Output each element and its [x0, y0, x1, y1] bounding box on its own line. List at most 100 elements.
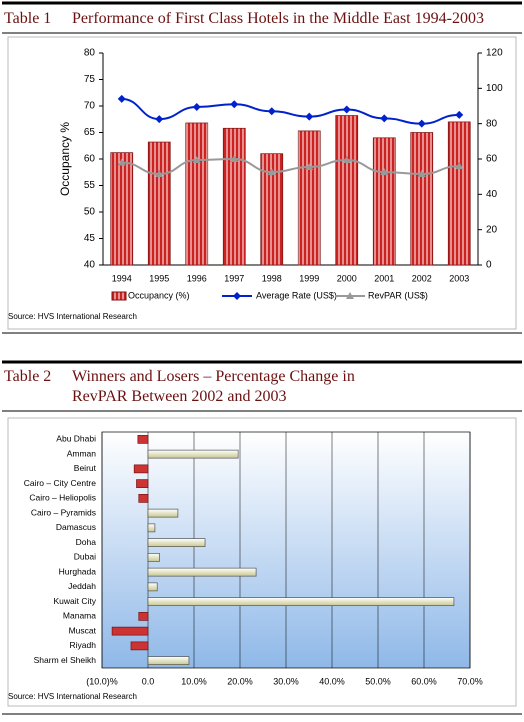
category-label: Beirut — [74, 463, 97, 473]
marker — [305, 162, 314, 170]
marker — [380, 114, 389, 123]
y-tick-label: 45 — [84, 233, 96, 244]
table-header: Table 2 Winners and Losers – Percentage C… — [4, 367, 402, 407]
marker — [455, 162, 464, 170]
marker — [342, 105, 351, 114]
marker — [417, 119, 426, 128]
category-label: Riyadh — [70, 640, 97, 650]
x-tick-label: (10.0)% — [86, 676, 118, 686]
bar — [147, 582, 158, 592]
bar — [147, 656, 190, 665]
marker — [192, 156, 201, 164]
legend-label: Occupancy (%) — [128, 290, 190, 300]
bar — [372, 137, 396, 266]
bar — [137, 435, 149, 444]
y-tick-label: 80 — [84, 48, 96, 59]
y2-tick-label: 0 — [486, 260, 492, 271]
bar — [335, 115, 359, 266]
category-label: Doha — [76, 537, 97, 547]
x-tick-label: 1999 — [299, 273, 319, 283]
bar — [147, 523, 156, 533]
table-header: Table 1 Performance of First Class Hotels… — [4, 9, 524, 29]
category-label: Amman — [67, 448, 97, 458]
legend-label: Average Rate (US$) — [256, 290, 337, 300]
source: Source: HVS International Research — [8, 692, 137, 701]
x-tick-label: 30.0% — [273, 676, 299, 686]
marker — [455, 110, 464, 119]
y-tick-label: 50 — [84, 207, 96, 218]
bar — [147, 538, 206, 547]
x-tick-label: 2003 — [449, 273, 469, 283]
marker — [192, 103, 201, 112]
category-label: Damascus — [56, 522, 96, 532]
marker — [155, 115, 164, 124]
marker — [342, 156, 351, 164]
x-tick-label: 1995 — [149, 273, 169, 283]
x-tick-label: 2000 — [337, 273, 357, 283]
x-tick-label: 1994 — [112, 273, 132, 283]
marker — [233, 292, 241, 300]
table-title: Winners and Losers – Percentage Change i… — [72, 368, 355, 405]
bar — [138, 612, 149, 621]
x-tick-label: 2002 — [412, 273, 432, 283]
legend-swatch — [111, 291, 127, 301]
source: Source: HVS International Research — [8, 312, 137, 321]
bar — [447, 121, 471, 266]
category-label: Abu Dhabi — [56, 434, 96, 444]
x-tick-label: 20.0% — [227, 676, 253, 686]
marker — [346, 292, 354, 299]
bar — [260, 153, 284, 266]
marker — [230, 155, 239, 162]
y-tick-label: 40 — [84, 260, 96, 271]
bar — [147, 597, 455, 606]
bar — [410, 132, 434, 266]
category-label: Jeddah — [68, 581, 96, 591]
chart-frame — [7, 417, 517, 707]
bar — [185, 122, 209, 266]
x-tick-label: 1998 — [262, 273, 282, 283]
y2-tick-label: 120 — [486, 48, 503, 59]
marker — [417, 170, 426, 178]
plot-border — [101, 431, 471, 669]
bar — [147, 449, 239, 459]
bar — [110, 152, 134, 266]
marker — [380, 168, 389, 176]
x-tick-label: 40.0% — [319, 676, 345, 686]
legend-label: RevPAR (US$) — [368, 290, 428, 300]
category-label: Hurghada — [59, 566, 97, 576]
bar — [130, 641, 149, 651]
bar — [133, 464, 149, 474]
bar — [222, 127, 246, 266]
chart-frame — [7, 36, 517, 330]
line — [121, 157, 460, 176]
marker — [267, 168, 276, 176]
y2-tick-label: 40 — [486, 189, 498, 200]
bar — [147, 553, 160, 562]
x-tick-label: 0.0 — [142, 676, 155, 686]
category-label: Dubai — [74, 552, 96, 562]
marker — [117, 158, 126, 166]
x-tick-label: 60.0% — [411, 676, 437, 686]
marker — [155, 170, 164, 178]
category-label: Muscat — [69, 625, 97, 635]
bar — [136, 479, 149, 488]
category-label: Cairo – Heliopolis — [29, 493, 96, 503]
y2-tick-label: 20 — [486, 224, 498, 235]
y2-tick-label: 100 — [486, 83, 503, 94]
category-label: Sharm el Sheikh — [34, 655, 97, 665]
bar — [297, 130, 321, 266]
y-tick-label: 75 — [84, 74, 96, 85]
bar — [147, 567, 257, 577]
x-tick-label: 1997 — [224, 273, 244, 283]
x-tick-label: 10.0% — [181, 676, 207, 686]
y-axis-label: Occupancy % — [58, 122, 72, 196]
category-label: Cairo – City Centre — [24, 478, 97, 488]
line — [121, 97, 460, 125]
bar — [147, 508, 179, 518]
y2-tick-label: 60 — [486, 154, 498, 165]
bar — [111, 626, 149, 636]
y-tick-label: 65 — [84, 127, 96, 138]
marker — [117, 94, 126, 103]
